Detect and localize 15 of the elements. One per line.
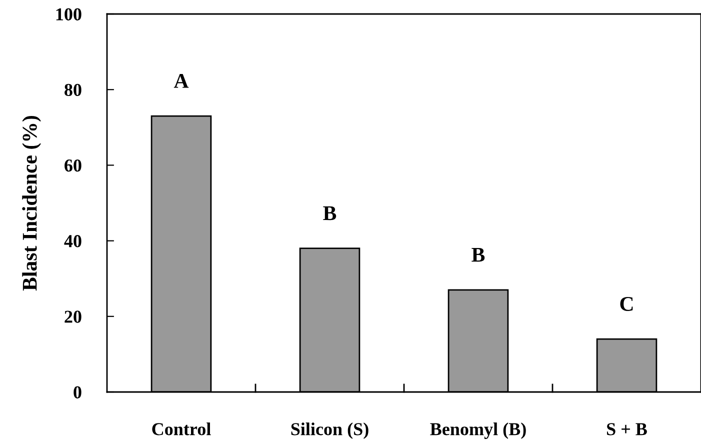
annotation: A bbox=[174, 74, 189, 88]
y-tick-label: 80 bbox=[64, 84, 82, 96]
y-tick-label: 0 bbox=[74, 386, 82, 398]
y-tick-label: 60 bbox=[64, 159, 82, 172]
annotation: C bbox=[620, 296, 633, 311]
x-tick-label: Benomyl (B) bbox=[430, 422, 526, 439]
y-axis-title: Blast Incidence (%) bbox=[22, 116, 42, 291]
x-tick-label: Silicon (S) bbox=[291, 422, 368, 439]
annotation: B bbox=[472, 248, 485, 262]
x-tick-label: Control bbox=[152, 422, 211, 436]
y-tick-label: 20 bbox=[64, 310, 82, 323]
annotation: B bbox=[323, 206, 336, 220]
x-tick-label: S + B bbox=[607, 423, 647, 436]
y-tick-label: 100 bbox=[56, 8, 82, 20]
y-tick-label: 40 bbox=[64, 235, 82, 248]
